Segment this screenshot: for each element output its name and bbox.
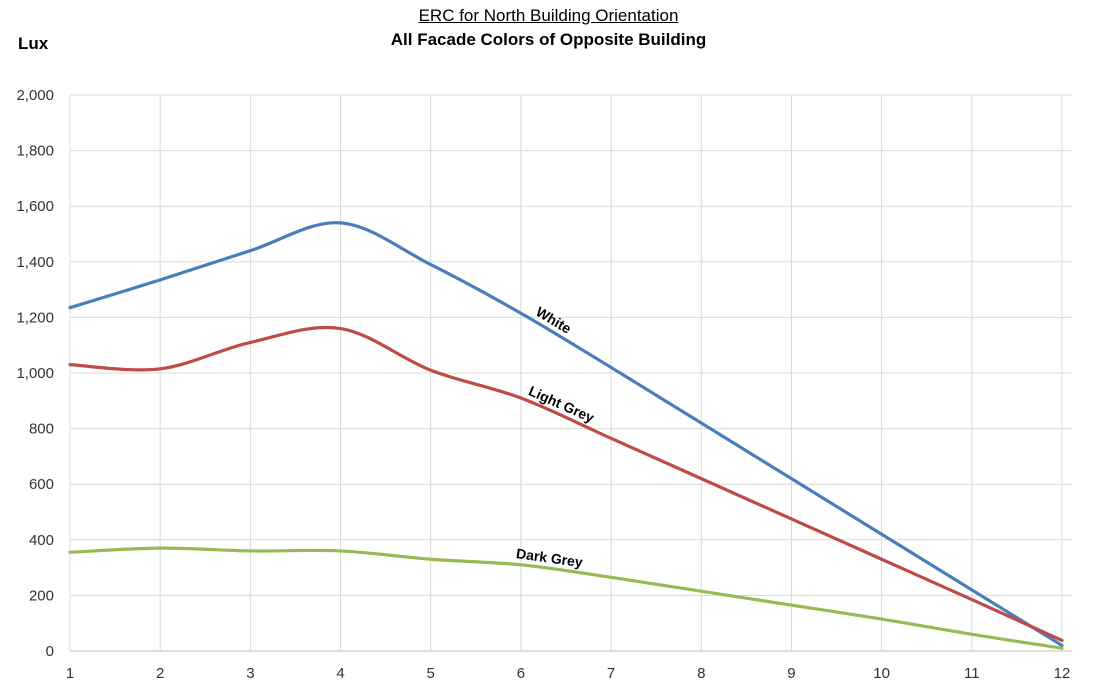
gridlines xyxy=(69,94,1072,652)
series-lines xyxy=(68,221,1064,650)
y-tick-label: 0 xyxy=(46,643,54,660)
y-tick-label: 1,400 xyxy=(16,254,54,271)
y-tick-label: 200 xyxy=(29,587,54,604)
y-axis-label: Lux xyxy=(18,34,49,53)
x-tick-label: 3 xyxy=(246,665,254,682)
series-line-dark-grey xyxy=(68,546,1064,650)
x-tick-label: 10 xyxy=(873,665,890,682)
x-tick-label: 7 xyxy=(607,665,615,682)
chart-title: ERC for North Building Orientation xyxy=(418,6,679,25)
y-tick-label: 1,000 xyxy=(16,365,54,382)
x-tick-label: 11 xyxy=(964,665,980,682)
y-tick-label: 1,600 xyxy=(16,198,54,215)
y-tick-label: 600 xyxy=(29,476,54,493)
x-axis-ticks: 1 2 3 4 5 6 7 8 9 10 11 12 xyxy=(66,665,1071,682)
series-line-light-grey xyxy=(68,325,1064,643)
series-line-white xyxy=(68,221,1064,648)
y-tick-label: 2,000 xyxy=(16,87,54,104)
x-tick-label: 2 xyxy=(156,665,164,682)
y-tick-label: 800 xyxy=(29,421,54,438)
x-tick-label: 6 xyxy=(517,665,525,682)
x-tick-label: 1 xyxy=(66,665,74,682)
x-tick-label: 4 xyxy=(336,665,344,682)
y-tick-label: 1,200 xyxy=(16,309,54,326)
y-tick-label: 400 xyxy=(29,532,54,549)
y-tick-label: 1,800 xyxy=(16,143,54,160)
x-tick-label: 5 xyxy=(427,665,435,682)
y-axis-ticks: 0 200 400 600 800 1,000 1,200 1,400 1,600 1,800 2,… xyxy=(16,87,54,660)
x-tick-label: 9 xyxy=(787,665,795,682)
x-tick-label: 8 xyxy=(697,665,705,682)
x-tick-label: 12 xyxy=(1054,665,1071,682)
chart-subtitle: All Facade Colors of Opposite Building xyxy=(390,30,707,49)
